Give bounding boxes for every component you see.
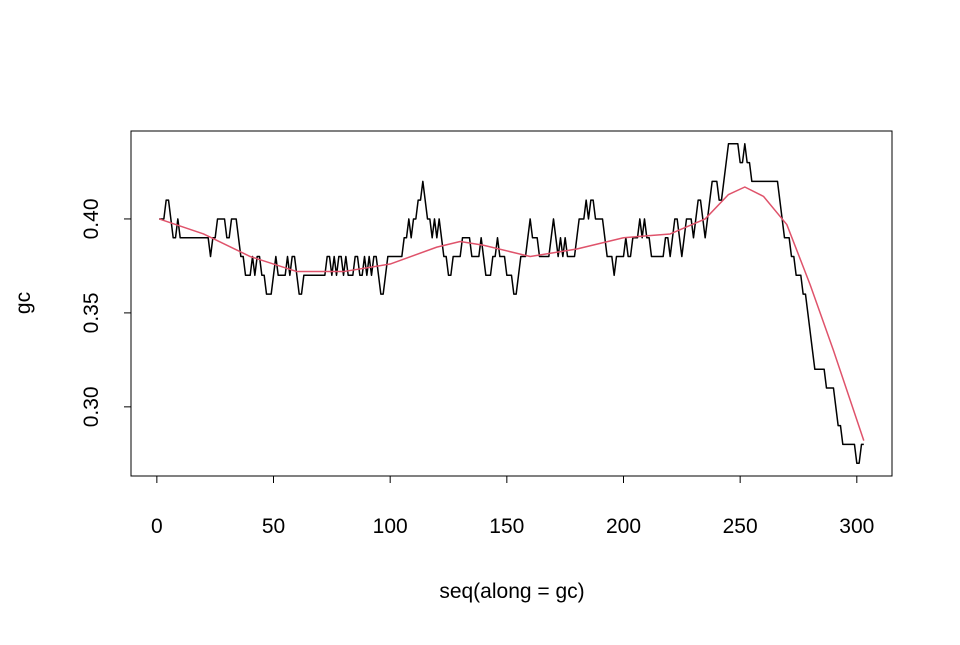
x-tick-label: 300: [839, 515, 874, 538]
x-tick-label: 0: [151, 515, 163, 538]
y-tick-label: 0.40: [80, 199, 103, 240]
y-axis-label: gc: [12, 292, 35, 314]
y-tick-label: 0.35: [80, 292, 103, 333]
x-tick-label: 50: [262, 515, 285, 538]
x-axis-label: seq(along = gc): [439, 580, 584, 603]
data-line: [159, 143, 864, 464]
y-tick-label: 0.30: [80, 386, 103, 427]
x-tick-label: 200: [606, 515, 641, 538]
x-tick-label: 150: [489, 515, 524, 538]
x-tick-label: 250: [723, 515, 758, 538]
data-line: [158, 186, 865, 441]
x-tick-label: 100: [373, 515, 408, 538]
